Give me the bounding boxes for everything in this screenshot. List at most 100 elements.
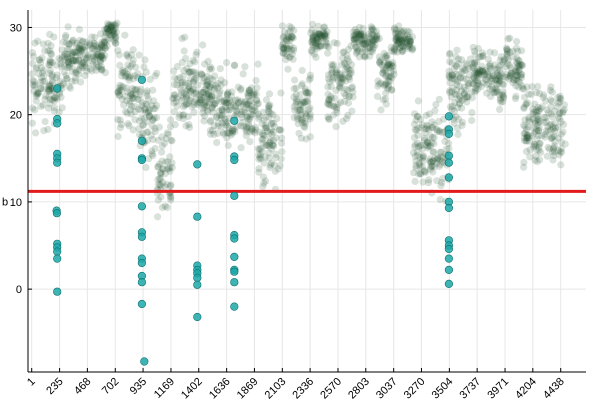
data-point: [450, 107, 458, 115]
data-point: [417, 124, 425, 132]
data-point: [51, 94, 59, 102]
data-point: [397, 43, 405, 52]
data-point: [421, 129, 429, 137]
data-point: [427, 158, 435, 166]
data-point: [500, 55, 508, 63]
data-point: [145, 113, 154, 121]
data-point: [529, 115, 537, 123]
data-point: [201, 85, 209, 93]
data-point: [59, 80, 67, 89]
data-point: [218, 111, 226, 119]
data-point: [360, 32, 368, 40]
data-point: [41, 95, 49, 103]
data-point: [520, 93, 529, 101]
data-point: [368, 48, 376, 56]
data-point: [266, 142, 274, 150]
data-point: [260, 159, 268, 167]
data-point: [224, 129, 232, 137]
data-point: [190, 101, 198, 109]
data-point: [151, 72, 159, 80]
data-point: [46, 47, 54, 55]
data-point: [86, 39, 94, 47]
data-point: [196, 99, 205, 107]
data-point: [126, 106, 134, 114]
data-point: [521, 116, 529, 124]
data-point: [495, 71, 503, 79]
data-point: [173, 94, 181, 102]
data-point: [139, 121, 147, 129]
data-point: [504, 35, 512, 43]
data-point: [308, 48, 316, 56]
data-point: [102, 29, 110, 37]
data-point: [33, 90, 41, 98]
data-point: [548, 113, 556, 121]
data-point: [346, 75, 354, 84]
data-point: [312, 37, 320, 45]
data-point: [515, 61, 523, 69]
data-point: [311, 42, 319, 50]
data-point: [225, 99, 233, 107]
data-point: [112, 39, 120, 47]
data-point: [290, 46, 298, 54]
data-point: [266, 101, 274, 109]
data-point: [61, 50, 69, 58]
data-point: [523, 137, 531, 145]
data-point: [433, 125, 441, 133]
data-point: [45, 82, 53, 90]
data-point: [239, 122, 248, 130]
data-point: [101, 44, 110, 53]
data-point: [554, 113, 562, 121]
data-point: [97, 53, 105, 61]
data-point: [214, 122, 222, 130]
data-point: [272, 154, 280, 162]
data-point: [475, 69, 483, 77]
x-tick-label: 468: [72, 376, 93, 397]
data-point: [521, 123, 529, 131]
data-point: [66, 84, 75, 92]
data-point: [189, 56, 197, 64]
data-point: [399, 35, 407, 43]
data-point: [259, 135, 267, 143]
data-point: [244, 92, 253, 101]
data-point: [182, 122, 190, 130]
data-point: [381, 95, 390, 103]
highlight-point: [53, 247, 62, 256]
data-point: [406, 36, 414, 44]
data-point: [179, 94, 187, 102]
data-point: [261, 124, 269, 132]
highlight-point: [444, 129, 454, 138]
data-point: [110, 31, 118, 39]
data-point: [55, 108, 63, 116]
data-point: [190, 77, 198, 85]
data-point: [121, 31, 129, 39]
data-point: [158, 148, 166, 156]
data-point: [350, 39, 358, 47]
data-point: [411, 152, 419, 160]
data-point: [93, 51, 101, 59]
data-point: [391, 30, 399, 38]
highlight-point: [444, 173, 454, 182]
data-point: [520, 103, 528, 111]
data-point: [428, 162, 436, 170]
data-point: [62, 50, 70, 59]
data-point: [65, 61, 73, 69]
data-point: [518, 61, 526, 69]
data-point: [508, 70, 516, 78]
data-point: [227, 103, 235, 111]
data-point: [327, 92, 335, 100]
data-point: [430, 140, 438, 148]
data-point: [205, 99, 214, 107]
data-point: [306, 74, 314, 82]
data-point: [304, 89, 312, 97]
data-point: [489, 72, 497, 80]
data-point: [56, 77, 64, 85]
data-point: [492, 76, 500, 84]
data-point: [325, 101, 333, 109]
data-point: [425, 176, 433, 184]
data-point: [192, 74, 200, 82]
data-point: [138, 99, 147, 107]
data-point: [223, 90, 231, 98]
data-point: [557, 130, 566, 138]
data-point: [423, 138, 431, 146]
data-point: [298, 82, 306, 90]
